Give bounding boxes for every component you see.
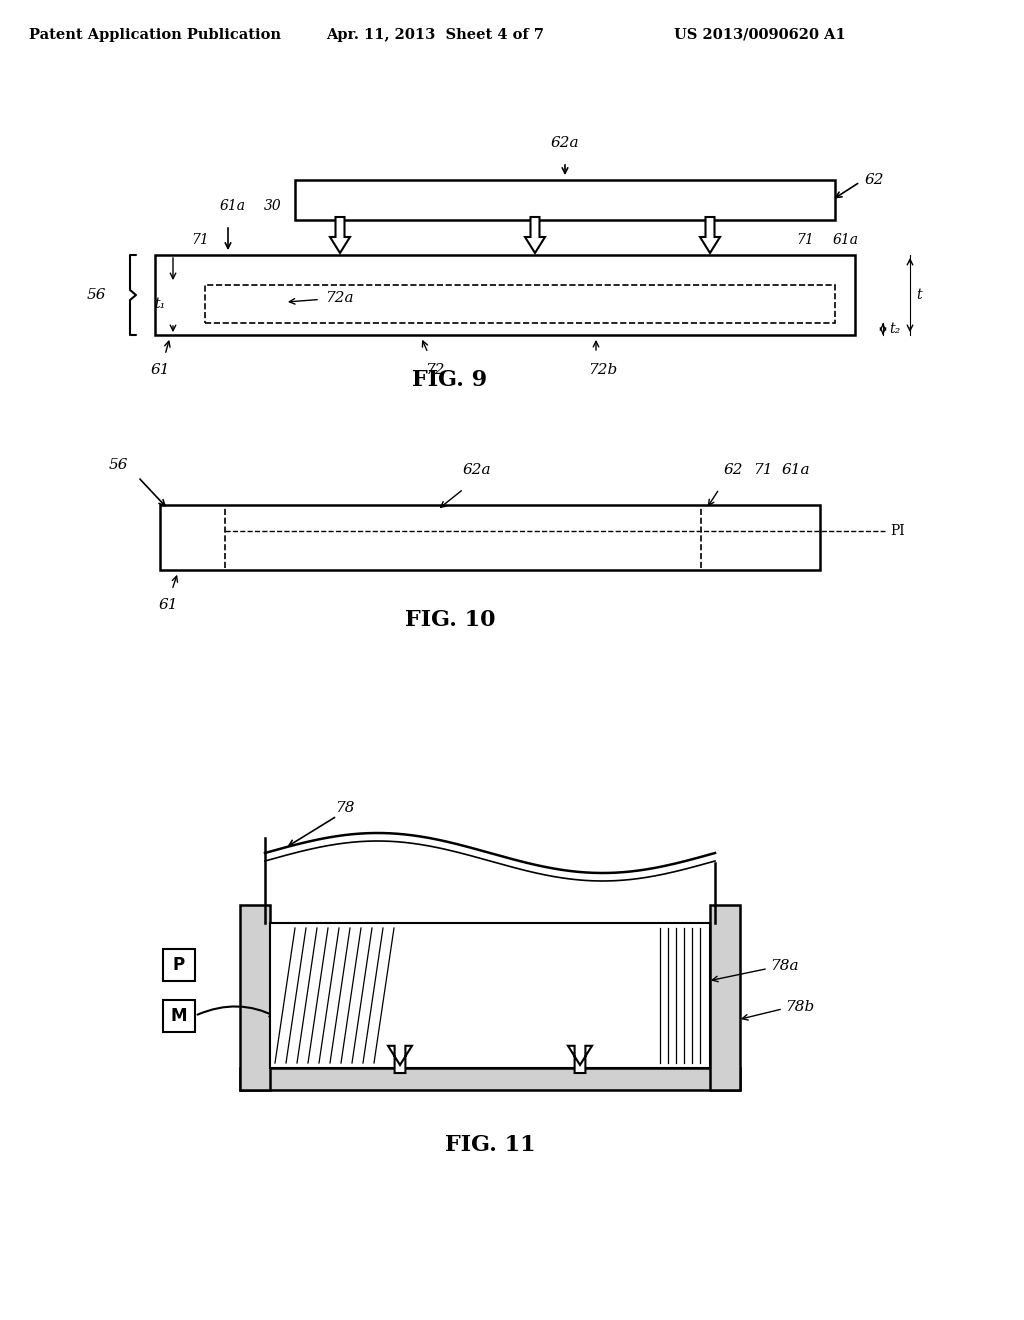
Bar xyxy=(270,923,710,1068)
Text: 62a: 62a xyxy=(551,136,580,150)
Text: 61: 61 xyxy=(151,363,170,378)
Text: 56: 56 xyxy=(109,458,128,473)
Text: t: t xyxy=(916,288,922,302)
Text: 71: 71 xyxy=(754,463,773,477)
Text: t₂: t₂ xyxy=(889,322,900,337)
Bar xyxy=(205,285,835,323)
Text: M: M xyxy=(171,1007,187,1024)
Polygon shape xyxy=(388,1045,412,1073)
Bar xyxy=(160,506,820,570)
Text: 72a: 72a xyxy=(325,292,353,305)
Text: PI: PI xyxy=(890,524,904,539)
Text: 61a: 61a xyxy=(833,234,859,247)
Text: 62a: 62a xyxy=(463,463,492,477)
Text: 61a: 61a xyxy=(781,463,810,477)
Text: 78a: 78a xyxy=(770,960,799,974)
Text: 61: 61 xyxy=(159,598,178,612)
Text: 62: 62 xyxy=(723,463,742,477)
Text: 72: 72 xyxy=(425,363,444,378)
Bar xyxy=(295,180,835,220)
Text: 78: 78 xyxy=(335,801,354,814)
Polygon shape xyxy=(700,216,720,253)
Text: 71: 71 xyxy=(191,234,209,247)
Text: 78b: 78b xyxy=(785,999,814,1014)
Polygon shape xyxy=(330,216,350,253)
Text: Patent Application Publication: Patent Application Publication xyxy=(29,28,281,42)
Text: 72b: 72b xyxy=(589,363,617,378)
Text: FIG. 11: FIG. 11 xyxy=(444,1134,536,1156)
Polygon shape xyxy=(568,1045,592,1073)
Bar xyxy=(710,906,740,1090)
Text: 62: 62 xyxy=(865,173,885,187)
Text: P: P xyxy=(173,956,185,974)
Bar xyxy=(240,1068,740,1090)
Bar xyxy=(163,949,195,981)
Polygon shape xyxy=(525,216,545,253)
Bar xyxy=(240,906,270,1090)
Bar xyxy=(155,255,855,335)
Text: t₁: t₁ xyxy=(154,297,165,312)
Text: 30: 30 xyxy=(264,199,282,213)
Text: 56: 56 xyxy=(86,288,106,302)
Text: FIG. 10: FIG. 10 xyxy=(404,609,496,631)
Text: 61a: 61a xyxy=(220,199,246,213)
Text: FIG. 9: FIG. 9 xyxy=(413,370,487,391)
Text: 71: 71 xyxy=(796,234,814,247)
Text: Apr. 11, 2013  Sheet 4 of 7: Apr. 11, 2013 Sheet 4 of 7 xyxy=(326,28,544,42)
Text: US 2013/0090620 A1: US 2013/0090620 A1 xyxy=(674,28,846,42)
Bar xyxy=(163,999,195,1032)
